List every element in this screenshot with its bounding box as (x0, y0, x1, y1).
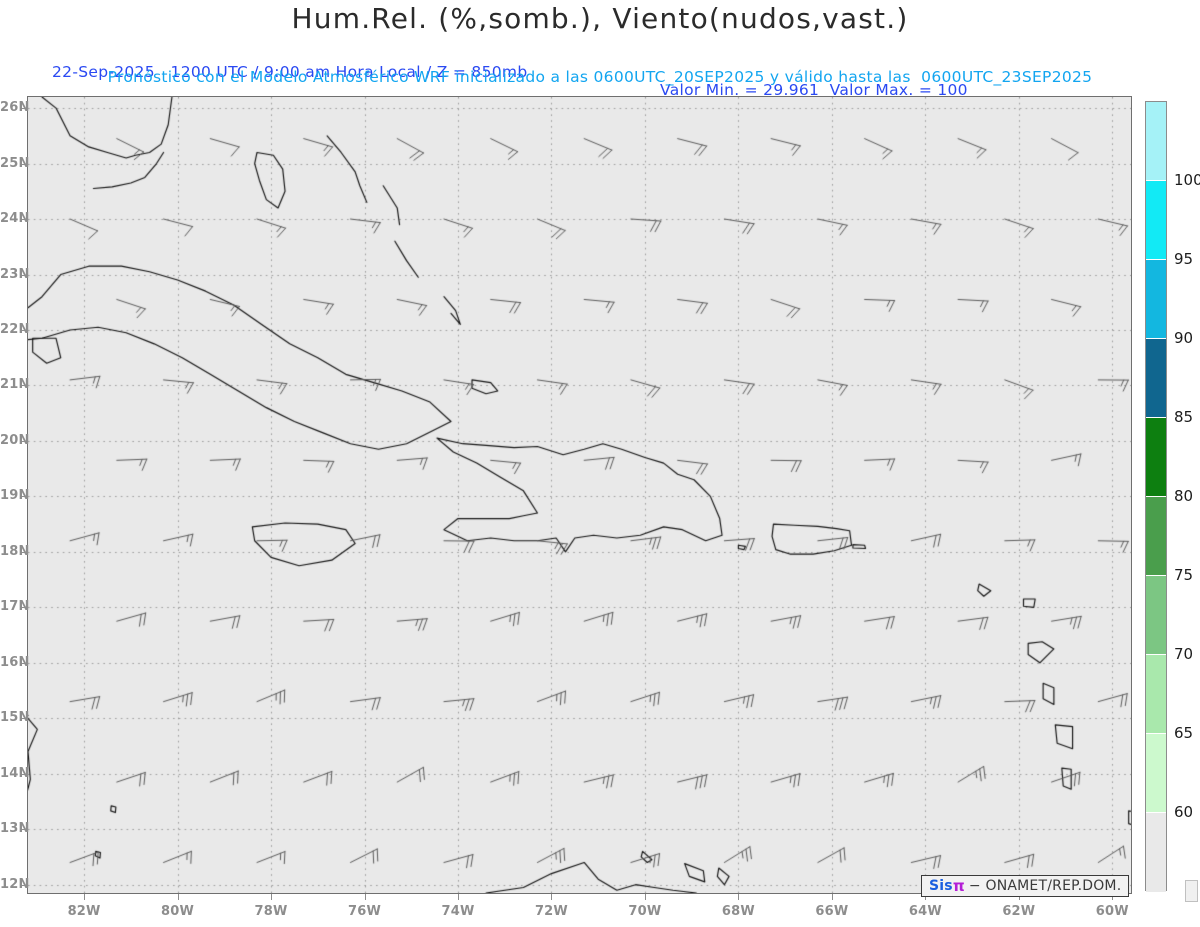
lon-tick-mark (177, 894, 179, 900)
lon-tick-mark (84, 894, 86, 900)
lon-tick-mark (1112, 894, 1114, 900)
colorbar-tick-label: 95 (1174, 250, 1194, 268)
colorbar-band (1146, 260, 1166, 339)
lat-tick-label: 26N (0, 100, 30, 116)
lat-tick-mark (22, 496, 28, 498)
lon-tick-label: 76W (347, 904, 382, 919)
lat-tick-mark (22, 718, 28, 720)
lat-tick-label: 24N (0, 211, 30, 227)
lon-tick-label: 60W (1095, 904, 1129, 919)
lat-tick-mark (22, 440, 28, 442)
lon-tick-label: 78W (254, 904, 288, 919)
watermark-badge: Sis π − ONAMET/REP.DOM. (921, 875, 1130, 897)
lon-tick-label: 74W (441, 904, 475, 919)
lon-tick-mark (457, 894, 459, 900)
lat-tick-label: 16N (0, 654, 30, 670)
subtitle-valid-time: 22-Sep-2025 1200 UTC / 9:00 am Hora Loca… (52, 63, 528, 81)
lon-tick-mark (644, 894, 646, 900)
lat-tick-mark (22, 274, 28, 276)
colorbar-tick-label: 75 (1174, 566, 1194, 584)
colorbar-band (1146, 655, 1166, 734)
scrollbar-corner (1185, 880, 1198, 902)
lat-tick-mark (22, 884, 28, 886)
colorbar-band (1146, 418, 1166, 497)
lon-tick-mark (925, 894, 927, 900)
lat-tick-mark (22, 773, 28, 775)
lat-tick-label: 25N (0, 155, 30, 171)
subtitle-minmax: Valor Min. = 29.961 Valor Max. = 100 (660, 81, 968, 99)
colorbar-tick-label: 80 (1174, 487, 1194, 505)
lat-tick-label: 12N (0, 876, 30, 892)
lon-tick-mark (831, 894, 833, 900)
lon-tick-label: 68W (721, 904, 755, 919)
lon-tick-label: 70W (628, 904, 662, 919)
lon-tick-label: 82W (67, 904, 101, 919)
colorbar-band (1146, 576, 1166, 655)
lon-tick-label: 62W (1002, 904, 1036, 919)
watermark-brand-sis: Sis (929, 878, 953, 894)
lat-tick-mark (22, 108, 28, 110)
lat-tick-mark (22, 163, 28, 165)
colorbar-band (1146, 102, 1166, 181)
lat-tick-mark (22, 329, 28, 331)
lon-tick-label: 66W (815, 904, 849, 919)
colorbar-tick-label: 100 (1174, 171, 1200, 189)
lat-tick-label: 14N (0, 765, 30, 781)
lat-tick-mark (22, 829, 28, 831)
lon-tick-label: 72W (534, 904, 568, 919)
lat-tick-mark (22, 219, 28, 221)
page-title: Hum.Rel. (%,somb.), Viento(nudos,vast.) (291, 2, 909, 35)
lon-tick-mark (551, 894, 553, 900)
lat-tick-mark (22, 551, 28, 553)
lon-tick-mark (271, 894, 273, 900)
lat-tick-mark (22, 607, 28, 609)
colorbar-tick-label: 70 (1174, 645, 1194, 663)
colorbar-band (1146, 734, 1166, 813)
lat-tick-label: 22N (0, 321, 30, 337)
lon-tick-mark (738, 894, 740, 900)
watermark-agency: − ONAMET/REP.DOM. (968, 878, 1122, 894)
colorbar-band (1146, 813, 1166, 892)
colorbar-band (1146, 497, 1166, 576)
subtitle-line-2: Pronóstico con el Modelo Atmosférico WRF… (107, 68, 1093, 86)
subtitle-line-1: 22-Sep-2025 1200 UTC / 9:00 am Hora Loca… (0, 45, 1200, 117)
lat-tick-label: 13N (0, 821, 30, 837)
colorbar-band (1146, 181, 1166, 260)
weather-map-canvas[interactable] (28, 97, 1131, 893)
lat-tick-mark (22, 662, 28, 664)
lat-tick-label: 21N (0, 377, 30, 393)
watermark-brand-pi: π (952, 877, 965, 895)
lat-tick-label: 15N (0, 710, 30, 726)
lat-tick-label: 23N (0, 266, 30, 282)
lat-tick-label: 18N (0, 543, 30, 559)
lat-tick-label: 17N (0, 599, 30, 615)
colorbar-tick-label: 65 (1174, 724, 1194, 742)
colorbar-tick-label: 85 (1174, 408, 1194, 426)
lon-tick-mark (1018, 894, 1020, 900)
colorbar-tick-label: 90 (1174, 329, 1194, 347)
colorbar-tick-label: 60 (1174, 803, 1194, 821)
lon-tick-mark (364, 894, 366, 900)
lat-tick-label: 19N (0, 488, 30, 504)
lat-tick-mark (22, 385, 28, 387)
colorbar (1145, 101, 1167, 892)
lat-tick-label: 20N (0, 432, 30, 448)
map-plot-frame[interactable] (27, 96, 1132, 894)
colorbar-band (1146, 339, 1166, 418)
lon-tick-label: 80W (161, 904, 195, 919)
header: Hum.Rel. (%,somb.), Viento(nudos,vast.) … (0, 0, 1200, 99)
lon-tick-label: 64W (908, 904, 942, 919)
